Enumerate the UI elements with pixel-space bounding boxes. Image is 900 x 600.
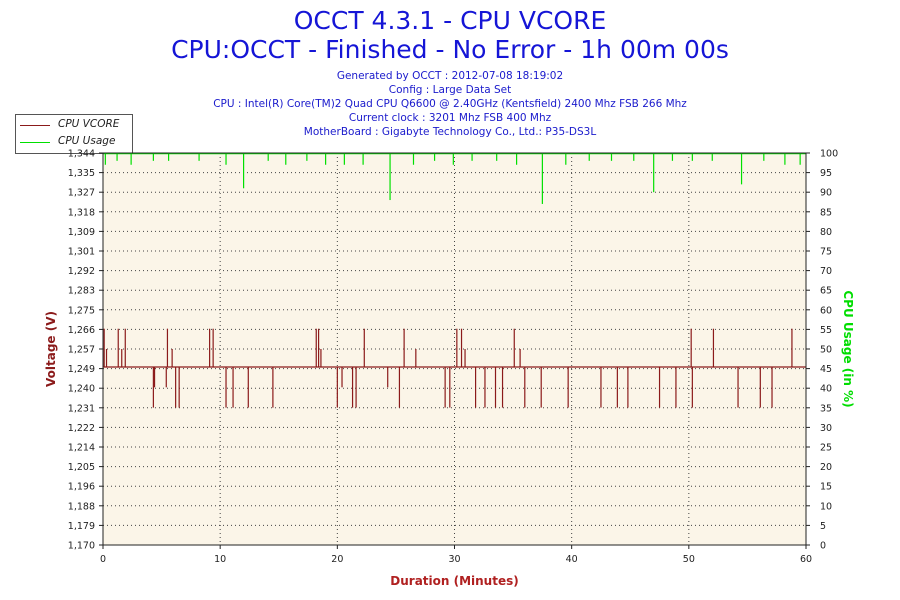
y-tick-label: 1,179 xyxy=(68,521,95,532)
y-axis-title: Voltage (V) xyxy=(44,311,58,387)
y-tick-label: 1,205 xyxy=(68,462,95,473)
x-tick-label: 40 xyxy=(566,554,578,565)
info-generated: Generated by OCCT : 2012-07-08 18:19:02 xyxy=(336,70,564,82)
y-tick-label: 1,170 xyxy=(68,541,95,552)
y2-tick-label: 75 xyxy=(820,247,832,258)
y2-tick-label: 10 xyxy=(820,501,832,512)
y2-tick-label: 40 xyxy=(820,384,832,395)
legend-swatch-usage xyxy=(20,142,50,143)
y-tick-label: 1,309 xyxy=(68,227,95,238)
y2-tick-label: 70 xyxy=(820,266,832,277)
y2-tick-label: 60 xyxy=(820,305,832,316)
y2-tick-label: 95 xyxy=(820,168,832,179)
legend-item-vcore: CPU VCORE xyxy=(20,117,130,133)
x-tick-label: 20 xyxy=(331,554,343,565)
x-tick-label: 30 xyxy=(448,554,460,565)
y2-tick-label: 5 xyxy=(820,521,826,532)
chart-title: OCCT 4.3.1 - CPU VCORE xyxy=(293,6,607,35)
y-tick-label: 1,327 xyxy=(68,188,95,199)
y-tick-label: 1,275 xyxy=(68,305,95,316)
legend-swatch-vcore xyxy=(20,125,50,126)
legend-item-usage: CPU Usage xyxy=(20,134,130,150)
x-tick-label: 10 xyxy=(214,554,226,565)
y2-tick-label: 65 xyxy=(820,286,832,297)
y-tick-label: 1,196 xyxy=(68,482,95,493)
info-motherboard: MotherBoard : Gigabyte Technology Co., L… xyxy=(303,126,597,138)
y2-axis-title: CPU Usage (in %) xyxy=(841,290,855,407)
y2-tick-label: 50 xyxy=(820,345,832,356)
y-tick-label: 1,240 xyxy=(68,384,95,395)
y-tick-label: 1,292 xyxy=(68,266,95,277)
info-cpu: CPU : Intel(R) Core(TM)2 Quad CPU Q6600 … xyxy=(213,98,687,110)
y-tick-label: 1,344 xyxy=(68,149,95,160)
info-clock: Current clock : 3201 Mhz FSB 400 Mhz xyxy=(348,112,552,124)
x-tick-label: 0 xyxy=(100,554,106,565)
y-tick-label: 1,335 xyxy=(68,168,95,179)
y-tick-label: 1,222 xyxy=(68,423,95,434)
y2-tick-label: 0 xyxy=(820,541,826,552)
y-tick-label: 1,318 xyxy=(68,207,95,218)
y-tick-label: 1,283 xyxy=(68,286,95,297)
y2-tick-label: 80 xyxy=(820,227,832,238)
y2-tick-label: 15 xyxy=(820,482,832,493)
y2-tick-label: 25 xyxy=(820,443,832,454)
y2-tick-label: 55 xyxy=(820,325,832,336)
y-tick-label: 1,231 xyxy=(68,403,95,414)
y2-tick-label: 45 xyxy=(820,364,832,375)
y2-tick-label: 30 xyxy=(820,423,832,434)
y2-tick-label: 100 xyxy=(820,149,838,160)
chart-legend: CPU VCORE CPU Usage xyxy=(15,114,133,154)
y-tick-label: 1,266 xyxy=(68,325,95,336)
y2-tick-label: 20 xyxy=(820,462,832,473)
x-tick-label: 60 xyxy=(800,554,812,565)
legend-label-vcore: CPU VCORE xyxy=(58,118,120,130)
info-config: Config : Large Data Set xyxy=(388,84,512,96)
y-tick-label: 1,188 xyxy=(68,501,95,512)
y-tick-label: 1,214 xyxy=(68,443,95,454)
y-tick-label: 1,301 xyxy=(68,247,95,258)
legend-label-usage: CPU Usage xyxy=(58,135,116,147)
x-axis-title: Duration (Minutes) xyxy=(390,574,518,588)
plot-frame xyxy=(102,152,807,546)
y-tick-label: 1,257 xyxy=(68,345,95,356)
chart-subtitle: CPU:OCCT - Finished - No Error - 1h 00m … xyxy=(171,35,729,64)
y2-tick-label: 85 xyxy=(820,207,832,218)
y-tick-label: 1,249 xyxy=(68,364,95,375)
y2-tick-label: 35 xyxy=(820,403,832,414)
y2-tick-label: 90 xyxy=(820,188,832,199)
x-tick-label: 50 xyxy=(683,554,695,565)
